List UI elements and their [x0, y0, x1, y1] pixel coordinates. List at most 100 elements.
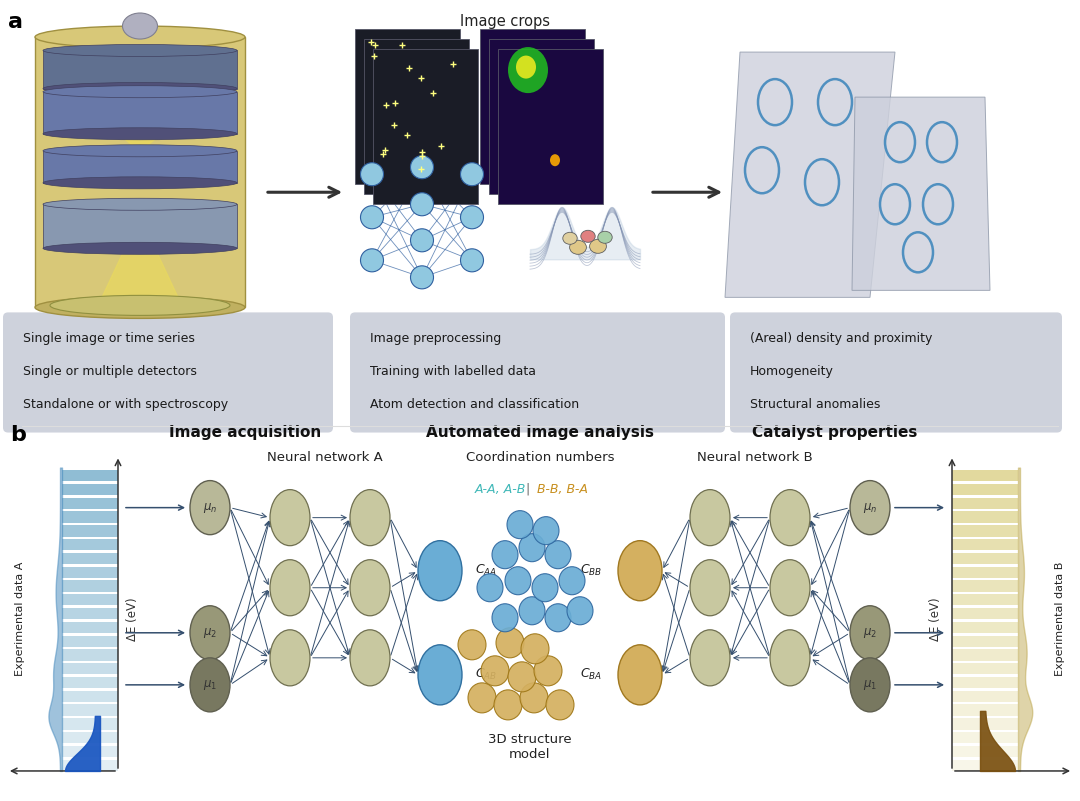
Text: Homogeneity: Homogeneity — [750, 365, 834, 378]
Bar — [951, 581, 1018, 592]
Ellipse shape — [545, 604, 571, 632]
Ellipse shape — [460, 249, 484, 272]
Ellipse shape — [581, 230, 595, 242]
Bar — [62, 608, 118, 619]
Text: Training with labelled data: Training with labelled data — [370, 365, 536, 378]
Bar — [43, 151, 237, 183]
Ellipse shape — [850, 658, 890, 712]
Bar — [951, 622, 1018, 633]
Bar — [62, 470, 118, 481]
Text: ΔE (eV): ΔE (eV) — [126, 598, 139, 641]
Ellipse shape — [481, 656, 509, 686]
Ellipse shape — [508, 47, 548, 93]
Ellipse shape — [770, 630, 810, 686]
Ellipse shape — [410, 155, 433, 179]
Polygon shape — [725, 52, 895, 297]
Ellipse shape — [519, 682, 548, 713]
Ellipse shape — [122, 13, 158, 39]
FancyBboxPatch shape — [3, 312, 333, 433]
Polygon shape — [852, 97, 990, 290]
Bar — [498, 49, 603, 204]
Ellipse shape — [190, 606, 230, 660]
Text: $C_{BA}$: $C_{BA}$ — [580, 667, 602, 682]
Bar — [62, 484, 118, 495]
Bar — [951, 677, 1018, 688]
Text: Automated image analysis: Automated image analysis — [426, 425, 654, 440]
Bar — [62, 705, 118, 716]
Ellipse shape — [270, 630, 310, 686]
Ellipse shape — [35, 26, 245, 48]
Bar — [62, 581, 118, 592]
Ellipse shape — [43, 177, 237, 189]
Text: Image preprocessing: Image preprocessing — [370, 332, 501, 345]
Bar — [951, 525, 1018, 537]
Ellipse shape — [567, 597, 593, 625]
Polygon shape — [102, 248, 178, 297]
Ellipse shape — [770, 560, 810, 616]
Text: $\mu_1$: $\mu_1$ — [863, 678, 877, 692]
Ellipse shape — [519, 533, 545, 562]
Bar — [480, 29, 585, 184]
Bar — [951, 759, 1018, 771]
FancyBboxPatch shape — [730, 312, 1062, 433]
Ellipse shape — [270, 489, 310, 545]
Bar — [951, 594, 1018, 606]
Text: $C_{AB}$: $C_{AB}$ — [475, 667, 497, 682]
Text: a: a — [8, 12, 23, 32]
Text: 3D structure
model: 3D structure model — [488, 733, 571, 761]
Ellipse shape — [410, 193, 433, 215]
Ellipse shape — [534, 656, 562, 686]
Ellipse shape — [350, 560, 390, 616]
Text: Experimental data A: Experimental data A — [15, 562, 25, 677]
Ellipse shape — [507, 511, 534, 538]
Ellipse shape — [770, 489, 810, 545]
Text: $\mu_n$: $\mu_n$ — [203, 501, 217, 514]
Bar — [62, 732, 118, 743]
Bar — [951, 470, 1018, 481]
Text: b: b — [10, 425, 26, 445]
Ellipse shape — [563, 232, 577, 244]
Ellipse shape — [477, 574, 503, 602]
Ellipse shape — [850, 606, 890, 660]
Bar — [62, 759, 118, 771]
Bar — [43, 204, 237, 248]
Bar — [62, 718, 118, 730]
Ellipse shape — [546, 690, 573, 720]
Text: (Areal) density and proximity: (Areal) density and proximity — [750, 332, 932, 345]
Bar — [62, 677, 118, 688]
Ellipse shape — [550, 154, 561, 167]
Ellipse shape — [460, 163, 484, 186]
Ellipse shape — [43, 127, 237, 140]
Text: ΔE (eV): ΔE (eV) — [929, 598, 942, 641]
Bar — [62, 663, 118, 674]
Text: B-B, B-A: B-B, B-A — [537, 482, 588, 496]
Text: $\mu_2$: $\mu_2$ — [863, 626, 877, 640]
Ellipse shape — [545, 541, 571, 569]
Ellipse shape — [850, 481, 890, 535]
Ellipse shape — [43, 44, 237, 56]
Ellipse shape — [43, 198, 237, 211]
Bar — [951, 635, 1018, 647]
Ellipse shape — [521, 634, 549, 664]
Ellipse shape — [458, 630, 486, 660]
Bar — [62, 650, 118, 661]
Ellipse shape — [361, 206, 383, 229]
Text: Image acquisition: Image acquisition — [168, 425, 321, 440]
Ellipse shape — [492, 604, 518, 632]
Bar — [951, 608, 1018, 619]
Ellipse shape — [534, 517, 559, 545]
Text: $\mu_n$: $\mu_n$ — [863, 501, 877, 514]
Ellipse shape — [496, 628, 524, 658]
FancyBboxPatch shape — [350, 312, 725, 433]
Ellipse shape — [559, 567, 585, 594]
Ellipse shape — [505, 567, 531, 594]
Ellipse shape — [532, 574, 558, 602]
Bar — [62, 497, 118, 509]
Bar — [62, 746, 118, 757]
Ellipse shape — [361, 249, 383, 272]
Bar — [62, 566, 118, 578]
Ellipse shape — [519, 597, 545, 625]
Ellipse shape — [492, 541, 518, 569]
Polygon shape — [118, 134, 162, 151]
Ellipse shape — [35, 296, 245, 319]
